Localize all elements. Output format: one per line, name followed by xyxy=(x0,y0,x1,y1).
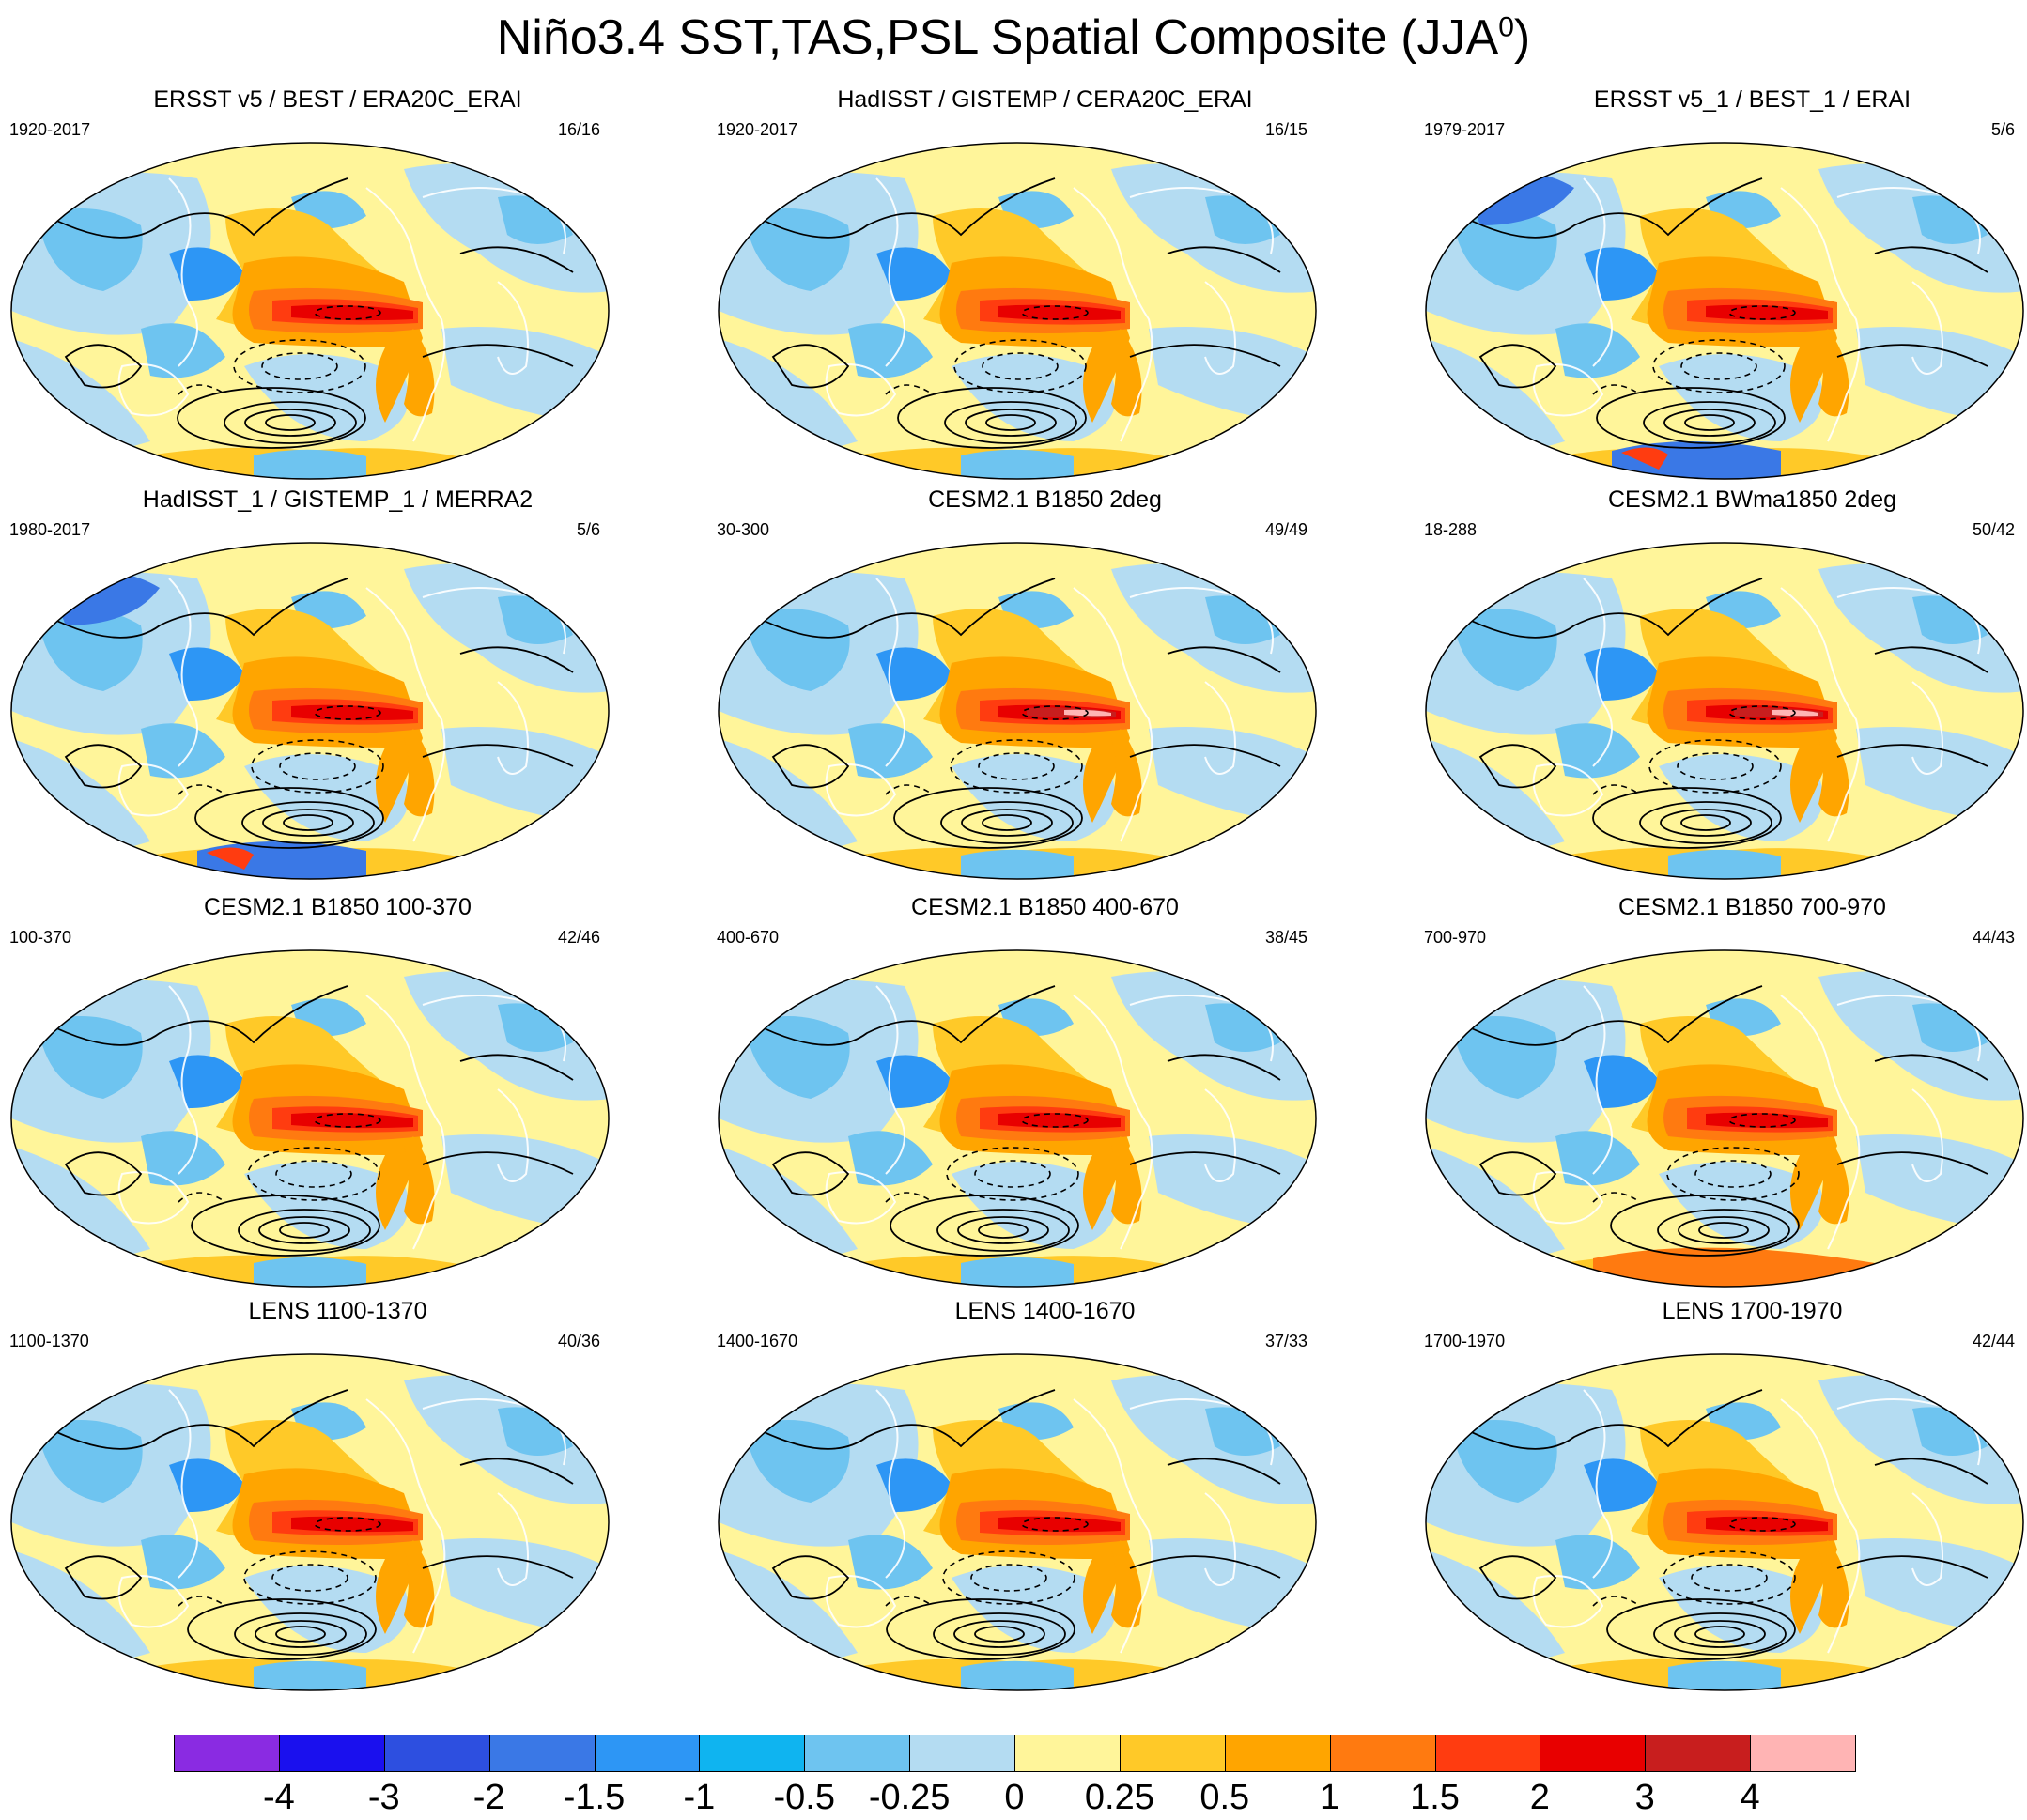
map-panel: LENS 1100-1370 1100-1370 40/36 xyxy=(0,1298,675,1702)
panel-count: 40/36 xyxy=(557,1332,600,1350)
panel-count: 42/44 xyxy=(1972,1332,2015,1350)
panel-title: LENS 1400-1670 xyxy=(954,1298,1136,1324)
panel-years: 1400-1670 xyxy=(717,1332,798,1350)
map-panel: HadISST_1 / GISTEMP_1 / MERRA2 1980-2017 5… xyxy=(0,486,675,890)
colorbar-swatch xyxy=(174,1735,280,1772)
panel-count: 37/33 xyxy=(1264,1332,1307,1350)
colorbar-tick-label: 1 xyxy=(1320,1778,1340,1817)
colorbar-swatch xyxy=(383,1735,490,1772)
colorbar-swatch xyxy=(1014,1735,1121,1772)
colorbar-tick-label: 0 xyxy=(1004,1778,1025,1817)
figure-title: Niño3.4 SST,TAS,PSL Spatial Composite (J… xyxy=(496,10,1531,65)
panel-title: ERSST v5_1 / BEST_1 / ERAI xyxy=(1593,86,1911,113)
panel-title: CESM2.1 B1850 100-370 xyxy=(204,894,472,920)
globe-map xyxy=(9,949,611,1293)
panel-title: CESM2.1 B1850 400-670 xyxy=(911,894,1179,920)
map-panel: CESM2.1 B1850 2deg 30-300 49/49 xyxy=(707,486,1383,890)
map-panel: CESM2.1 B1850 700-970 700-970 44/43 xyxy=(1415,894,2027,1298)
colorbar-swatch xyxy=(1434,1735,1541,1772)
map-panel: CESM2.1 B1850 400-670 400-670 38/45 xyxy=(707,894,1383,1298)
map-panel: CESM2.1 B1850 100-370 100-370 42/46 xyxy=(0,894,675,1298)
panel-title: CESM2.1 BWma1850 2deg xyxy=(1607,486,1897,513)
colorbar-swatch xyxy=(1645,1735,1752,1772)
panel-title: HadISST / GISTEMP / CERA20C_ERAI xyxy=(837,86,1253,113)
panel-years: 1700-1970 xyxy=(1424,1332,1506,1350)
colorbar-tick-label: 0.5 xyxy=(1199,1778,1250,1817)
panel-title: ERSST v5 / BEST / ERA20C_ERAI xyxy=(153,86,522,113)
colorbar-tick-label: 4 xyxy=(1740,1778,1760,1817)
panel-years: 1980-2017 xyxy=(9,520,91,539)
panel-years: 18-288 xyxy=(1424,520,1478,539)
panel-years: 100-370 xyxy=(9,928,72,947)
panel-title: LENS 1700-1970 xyxy=(1662,1298,1843,1324)
panel-count: 44/43 xyxy=(1972,928,2015,947)
globe-map xyxy=(1424,949,2025,1293)
colorbar-swatch xyxy=(699,1735,806,1772)
colorbar-swatch xyxy=(594,1735,701,1772)
panel-title: LENS 1100-1370 xyxy=(248,1298,427,1324)
panel-years: 1920-2017 xyxy=(9,120,91,139)
map-panel: HadISST / GISTEMP / CERA20C_ERAI 1920-201… xyxy=(707,86,1383,490)
colorbar-swatch xyxy=(1750,1735,1856,1772)
globe-map xyxy=(9,1352,611,1697)
colorbar-swatch xyxy=(909,1735,1015,1772)
map-panel: LENS 1400-1670 1400-1670 37/33 xyxy=(707,1298,1383,1702)
colorbar-tick-label: 3 xyxy=(1634,1778,1655,1817)
colorbar-swatch xyxy=(1119,1735,1226,1772)
map-panel: LENS 1700-1970 1700-1970 42/44 xyxy=(1415,1298,2027,1702)
panel-years: 1920-2017 xyxy=(717,120,798,139)
globe-map xyxy=(717,1352,1318,1697)
colorbar-tick-label: -1 xyxy=(683,1778,716,1817)
panel-title: HadISST_1 / GISTEMP_1 / MERRA2 xyxy=(142,486,534,513)
panel-years: 1100-1370 xyxy=(9,1332,89,1350)
colorbar-swatch xyxy=(278,1735,385,1772)
panel-years: 400-670 xyxy=(717,928,780,947)
globe-map xyxy=(1424,141,2025,486)
globe-map xyxy=(717,949,1318,1293)
colorbar-tick-label: -1.5 xyxy=(563,1778,626,1817)
colorbar-tick-label: 1.5 xyxy=(1410,1778,1460,1817)
panel-count: 5/6 xyxy=(576,520,600,539)
map-panel: ERSST v5_1 / BEST_1 / ERAI 1979-2017 5/6 xyxy=(1415,86,2027,490)
colorbar-swatch xyxy=(488,1735,596,1772)
globe-map xyxy=(9,141,611,486)
globe-map xyxy=(717,141,1318,486)
panel-count: 42/46 xyxy=(557,928,600,947)
panel-years: 30-300 xyxy=(717,520,770,539)
colorbar-swatch xyxy=(1224,1735,1331,1772)
panel-title: CESM2.1 B1850 2deg xyxy=(928,486,1162,513)
globe-map xyxy=(1424,541,2025,886)
colorbar-tick-label: 0.25 xyxy=(1084,1778,1154,1817)
panel-count: 5/6 xyxy=(1990,120,2015,139)
globe-map xyxy=(1424,1352,2025,1697)
panel-years: 1979-2017 xyxy=(1424,120,1506,139)
colorbar xyxy=(174,1735,1856,1774)
colorbar-swatch xyxy=(804,1735,911,1772)
colorbar-swatch xyxy=(1329,1735,1436,1772)
panel-count: 49/49 xyxy=(1264,520,1307,539)
colorbar-tick-label: -4 xyxy=(262,1778,295,1817)
panel-years: 700-970 xyxy=(1424,928,1487,947)
colorbar-tick-label: -0.25 xyxy=(868,1778,951,1817)
panel-title: CESM2.1 B1850 700-970 xyxy=(1618,894,1886,920)
panel-count: 16/15 xyxy=(1264,120,1307,139)
panel-count: 50/42 xyxy=(1972,520,2015,539)
map-panel: ERSST v5 / BEST / ERA20C_ERAI 1920-2017 16… xyxy=(0,86,675,490)
map-panel: CESM2.1 BWma1850 2deg 18-288 50/42 xyxy=(1415,486,2027,890)
globe-map xyxy=(9,541,611,886)
colorbar-tick-label: -3 xyxy=(367,1778,400,1817)
colorbar-tick-label: 2 xyxy=(1529,1778,1550,1817)
colorbar-tick-label: -2 xyxy=(472,1778,505,1817)
panel-count: 38/45 xyxy=(1264,928,1307,947)
colorbar-tick-label: -0.5 xyxy=(773,1778,835,1817)
globe-map xyxy=(717,541,1318,886)
panel-count: 16/16 xyxy=(557,120,600,139)
colorbar-swatch xyxy=(1540,1735,1647,1772)
